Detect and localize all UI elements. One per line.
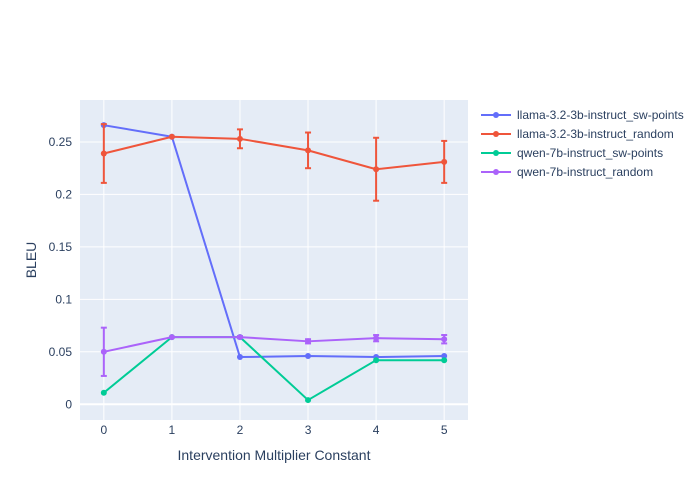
data-point — [441, 357, 448, 364]
data-point — [236, 135, 243, 142]
data-point — [236, 354, 243, 361]
series-line — [103, 336, 445, 353]
series-layer — [100, 122, 448, 404]
series-line — [103, 135, 445, 171]
data-point — [373, 335, 380, 342]
data-point — [305, 397, 312, 404]
legend-item[interactable]: qwen-7b-instruct_random — [481, 165, 653, 179]
y-tick-label: 0.15 — [49, 240, 73, 254]
data-point — [168, 334, 175, 341]
legend-item[interactable]: llama-3.2-3b-instruct_random — [481, 127, 674, 141]
y-axis-title: BLEU — [23, 242, 39, 279]
series-line — [103, 124, 445, 359]
x-tick-label: 3 — [305, 423, 312, 437]
data-point — [236, 334, 243, 341]
series-line — [103, 336, 445, 402]
y-tick-label: 0.25 — [49, 135, 73, 149]
legend-label: llama-3.2-3b-instruct_random — [517, 127, 674, 141]
data-point — [441, 336, 448, 343]
legend-label: qwen-7b-instruct_random — [517, 165, 653, 179]
x-tick-label: 0 — [100, 423, 107, 437]
data-point — [168, 133, 175, 140]
data-point — [100, 389, 107, 396]
x-tick-label: 2 — [237, 423, 244, 437]
data-point — [305, 353, 312, 359]
plot-background — [80, 100, 468, 420]
legend-marker — [493, 150, 499, 156]
x-tick-label: 1 — [169, 423, 176, 437]
y-tick-label: 0 — [65, 397, 72, 411]
legend-marker — [493, 112, 499, 118]
y-tick-label: 0.05 — [49, 345, 73, 359]
data-point — [100, 150, 107, 157]
legend-marker — [493, 169, 499, 175]
legend-marker — [493, 131, 499, 137]
series-1 — [100, 123, 448, 202]
x-tick-label: 4 — [373, 423, 380, 437]
data-point — [305, 147, 312, 154]
legend-label: llama-3.2-3b-instruct_sw-points — [517, 108, 684, 122]
legend-item[interactable]: llama-3.2-3b-instruct_sw-points — [481, 108, 684, 122]
data-point — [305, 338, 312, 345]
legend-label: qwen-7b-instruct_sw-points — [517, 146, 663, 160]
data-point — [441, 353, 448, 359]
y-tick-label: 0.2 — [55, 187, 72, 201]
legend[interactable]: llama-3.2-3b-instruct_sw-points llama-3.2… — [481, 108, 684, 179]
data-point — [100, 348, 107, 355]
x-axis-title: Intervention Multiplier Constant — [178, 447, 371, 463]
y-tick-label: 0.1 — [55, 292, 72, 306]
data-point — [373, 166, 380, 173]
data-point — [373, 357, 380, 364]
legend-item[interactable]: qwen-7b-instruct_sw-points — [481, 146, 663, 160]
x-tick-label: 5 — [441, 423, 448, 437]
series-3 — [100, 326, 448, 377]
data-point — [441, 158, 448, 165]
tick-labels: 0 0.05 0.1 0.15 0.2 0.25 0 1 2 3 4 5 — [49, 135, 448, 437]
